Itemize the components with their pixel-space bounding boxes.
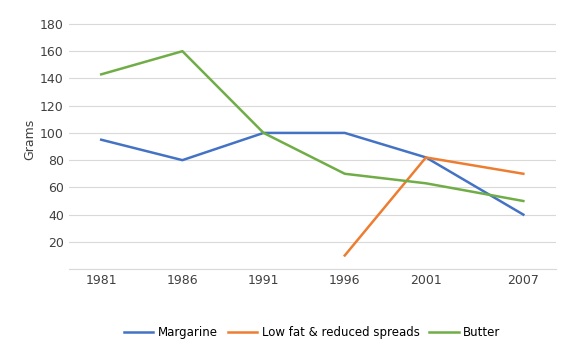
Butter [179,49,186,53]
Margarine [422,155,429,159]
Margarine [260,131,267,135]
Butter [260,131,267,135]
Legend: Margarine, Low fat & reduced spreads, Butter: Margarine, Low fat & reduced spreads, Bu… [119,322,505,344]
Margarine [179,158,186,162]
Low fat & reduced spreads [422,155,429,159]
Y-axis label: Grams: Grams [23,119,36,160]
Butter [422,181,429,185]
Line: Margarine: Margarine [101,133,523,215]
Line: Butter: Butter [101,51,523,201]
Butter [98,72,105,77]
Line: Low fat & reduced spreads: Low fat & reduced spreads [345,157,523,256]
Low fat & reduced spreads [342,254,348,258]
Low fat & reduced spreads [520,172,527,176]
Margarine [98,138,105,142]
Margarine [342,131,348,135]
Butter [520,199,527,203]
Margarine [520,213,527,217]
Butter [342,172,348,176]
